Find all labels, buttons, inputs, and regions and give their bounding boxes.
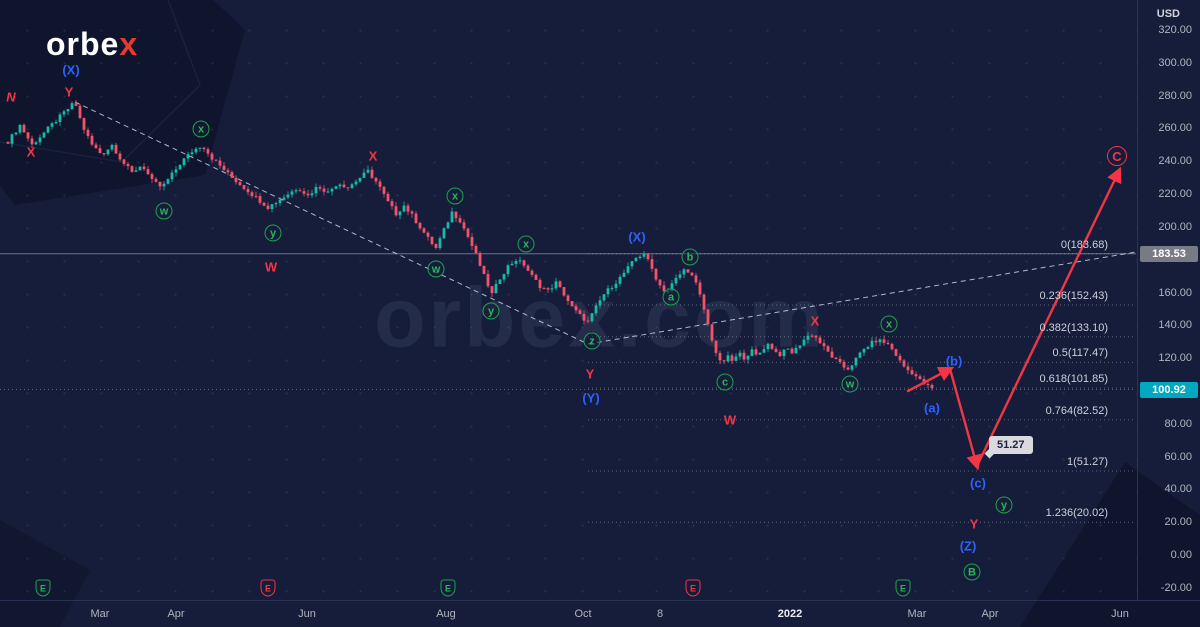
- economic-event-badge[interactable]: E: [35, 579, 51, 597]
- time-axis-label: Apr: [981, 608, 999, 620]
- wave-label-blue[interactable]: (Y): [582, 390, 600, 406]
- wave-label-red[interactable]: X: [368, 148, 378, 164]
- economic-event-badge[interactable]: E: [440, 579, 456, 597]
- wave-label-red[interactable]: X: [810, 313, 820, 329]
- fib-level-label[interactable]: 1.236(20.02): [1045, 507, 1108, 520]
- price-axis-label: 300.00: [1158, 56, 1192, 69]
- economic-event-badge[interactable]: E: [260, 579, 276, 597]
- time-axis-label: Mar: [907, 608, 927, 620]
- candles: [6, 100, 934, 391]
- trendline[interactable]: [74, 101, 589, 345]
- wave-circle-green[interactable]: c: [716, 373, 734, 391]
- price-axis-label: 120.00: [1158, 352, 1192, 365]
- fib-level-label[interactable]: 1(51.27): [1067, 455, 1108, 468]
- wave-circle-green[interactable]: y: [264, 224, 282, 242]
- price-badge: 183.53: [1140, 245, 1198, 262]
- projection-arrow[interactable]: [906, 366, 955, 393]
- fib-level-label[interactable]: 0.236(152.43): [1039, 289, 1109, 302]
- logo-text: orbe: [46, 26, 120, 62]
- wave-circle-green[interactable]: a: [662, 288, 680, 306]
- price-axis-label: 80.00: [1164, 417, 1192, 430]
- time-axis-label: Mar: [90, 608, 110, 620]
- price-axis[interactable]: 320.00 300.00 280.00 260.00 240.00 220.00 200.…: [1137, 0, 1200, 600]
- wave-label-red[interactable]: W: [723, 412, 737, 428]
- fib-level-label[interactable]: 0(183.68): [1060, 238, 1108, 251]
- price-tooltip: 51.27: [989, 436, 1033, 454]
- wave-label-red[interactable]: N: [6, 89, 16, 105]
- wave-label-blue[interactable]: (Z): [959, 538, 977, 554]
- time-axis-label: Jun: [1111, 608, 1129, 620]
- price-axis-label: 220.00: [1158, 188, 1192, 201]
- projection-arrow[interactable]: [975, 166, 1122, 468]
- time-axis-label: Aug: [436, 608, 456, 620]
- price-badge: 100.92: [1140, 381, 1198, 398]
- wave-circle-green[interactable]: y: [995, 496, 1013, 514]
- wave-label-red[interactable]: Y: [64, 84, 74, 100]
- price-axis-label: 260.00: [1158, 122, 1192, 135]
- price-axis-label: 320.00: [1158, 24, 1192, 36]
- price-axis-label: 0.00: [1170, 549, 1192, 562]
- wave-circle-green[interactable]: x: [517, 235, 535, 253]
- wave-label-red[interactable]: Y: [585, 366, 595, 382]
- wave-circle-green[interactable]: w: [841, 375, 859, 393]
- wave-circle-green[interactable]: w: [427, 260, 445, 278]
- fib-level-label[interactable]: 0.5(117.47): [1052, 347, 1108, 360]
- price-axis-label: 140.00: [1158, 319, 1192, 332]
- wave-circle-green[interactable]: y: [482, 302, 500, 320]
- time-axis-label: Jun: [298, 608, 316, 620]
- logo-x-icon: x: [119, 26, 139, 62]
- fib-level-label[interactable]: 0.764(82.52): [1045, 404, 1108, 417]
- time-axis-label: 8: [656, 608, 664, 620]
- wave-circle-green[interactable]: x: [446, 187, 464, 205]
- price-axis-label: -20.00: [1160, 581, 1192, 594]
- economic-event-badge[interactable]: E: [685, 579, 701, 597]
- wave-label-blue[interactable]: (b): [945, 353, 963, 369]
- decor-hexagon-outline: [0, 0, 201, 163]
- wave-circle-green[interactable]: b: [681, 248, 699, 266]
- time-axis-label: 2022: [777, 608, 803, 620]
- wave-label-red[interactable]: X: [26, 144, 36, 160]
- wave-label-red[interactable]: W: [264, 259, 278, 275]
- price-axis-label: 280.00: [1158, 89, 1192, 102]
- wave-circle-green[interactable]: z: [583, 332, 601, 350]
- time-axis-label: Apr: [167, 608, 185, 620]
- wave-circle-green[interactable]: x: [880, 315, 898, 333]
- time-axis-label: Oct: [574, 608, 592, 620]
- price-axis-label: 240.00: [1158, 155, 1192, 168]
- orbex-logo: orbex: [46, 26, 138, 63]
- wave-label-red[interactable]: Y: [969, 516, 979, 532]
- economic-event-badge[interactable]: E: [895, 579, 911, 597]
- price-axis-label: 60.00: [1164, 450, 1192, 463]
- price-axis-label: 160.00: [1158, 286, 1192, 299]
- wave-circle-red[interactable]: C: [1107, 146, 1127, 166]
- trendline[interactable]: [587, 251, 1137, 345]
- fib-retracement-lines[interactable]: [0, 253, 1136, 523]
- fib-level-label[interactable]: 0.618(101.85): [1039, 372, 1109, 385]
- currency-label: USD: [1156, 8, 1180, 20]
- wave-circle-green[interactable]: x: [192, 120, 210, 138]
- wave-label-blue[interactable]: (X): [628, 229, 646, 245]
- wave-circle-green[interactable]: w: [155, 202, 173, 220]
- projection-arrow[interactable]: [948, 367, 982, 471]
- time-axis[interactable]: Mar Apr Jun Aug Oct 8 2022 Mar Apr Jun: [0, 600, 1200, 627]
- price-axis-label: 20.00: [1164, 516, 1192, 529]
- fib-level-label[interactable]: 0.382(133.10): [1039, 321, 1109, 334]
- wave-label-blue[interactable]: (c): [970, 475, 986, 491]
- wave-label-blue[interactable]: (X): [62, 62, 80, 78]
- decor-polygon: [1020, 462, 1200, 627]
- wave-label-blue[interactable]: (a): [924, 400, 940, 416]
- price-axis-label: 200.00: [1158, 220, 1192, 233]
- price-axis-label: 40.00: [1164, 483, 1192, 496]
- wave-circle-green[interactable]: B: [963, 563, 981, 581]
